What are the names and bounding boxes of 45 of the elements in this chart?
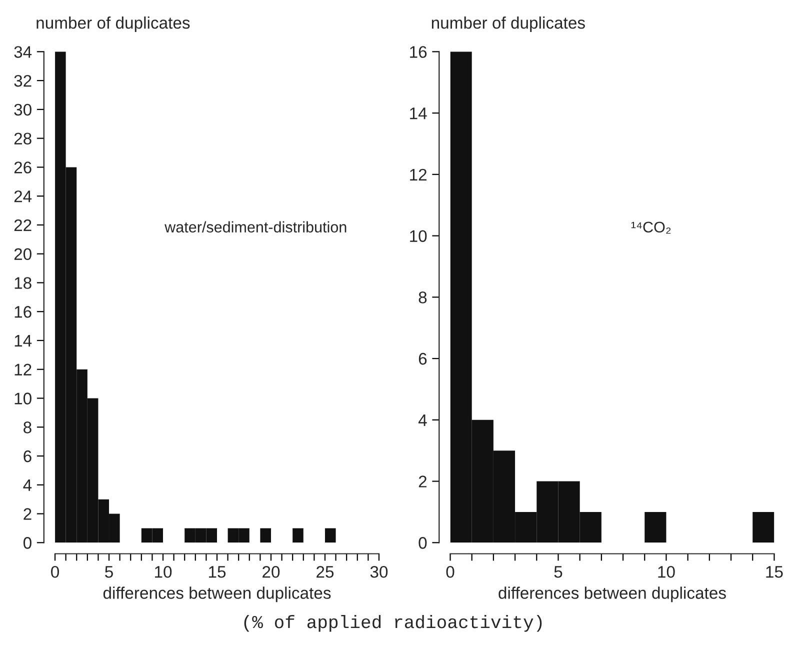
y-tick-label: 24 [14, 190, 32, 202]
y-tick-label: 18 [14, 277, 32, 289]
y-tick-label: 6 [24, 450, 32, 462]
y-tick-label: 10 [410, 230, 427, 242]
x-tick-label: 15 [766, 566, 783, 578]
y-tick-label: 8 [418, 292, 427, 304]
x-tick-label: 30 [370, 566, 388, 578]
y-tick-label: 16 [14, 306, 32, 318]
y-tick-label: 8 [24, 422, 32, 434]
y-tick-label: 0 [418, 537, 427, 549]
y-tick-label: 12 [14, 364, 32, 376]
y-axis-title: number of duplicates [36, 16, 190, 32]
y-tick-label: 22 [14, 219, 32, 231]
x-tick-label: 0 [51, 566, 60, 578]
y-tick-label: 0 [23, 537, 32, 549]
y-tick-label: 6 [418, 352, 427, 365]
x-axis-title: differences between duplicates [498, 586, 726, 602]
y-tick-label: 20 [14, 248, 32, 260]
y-tick-label: 14 [14, 335, 32, 347]
y-tick-label: 10 [14, 392, 32, 404]
x-tick-label: 5 [105, 566, 113, 578]
y-tick-label: 30 [14, 104, 32, 116]
y-tick-label: 2 [418, 476, 426, 488]
y-tick-label: 4 [418, 414, 427, 426]
x-tick-label: 25 [316, 566, 334, 578]
x-tick-label: 15 [209, 566, 226, 578]
x-axis-title: differences between duplicates [103, 586, 331, 602]
y-tick-label: 14 [410, 108, 427, 120]
annotation: water/sediment-distribution [164, 221, 346, 233]
y-tick-label: 16 [410, 46, 427, 58]
y-axis-title: number of duplicates [432, 16, 585, 32]
y-tick-label: 34 [14, 46, 32, 58]
y-tick-label: 4 [23, 479, 32, 491]
y-tick-label: 12 [410, 168, 426, 180]
y-tick-label: 2 [24, 508, 32, 520]
y-tick-label: 32 [14, 74, 32, 87]
y-tick-label: 28 [14, 132, 32, 145]
x-tick-label: 10 [155, 566, 172, 578]
annotation: ¹⁴CO₂ [631, 222, 671, 234]
text: (% of applied radioactivity) [244, 614, 542, 632]
x-tick-label: 5 [554, 566, 562, 578]
y-tick-label: 26 [14, 162, 32, 174]
x-tick-label: 0 [446, 566, 454, 578]
x-tick-label: 10 [658, 566, 675, 578]
x-tick-label: 20 [262, 566, 280, 578]
